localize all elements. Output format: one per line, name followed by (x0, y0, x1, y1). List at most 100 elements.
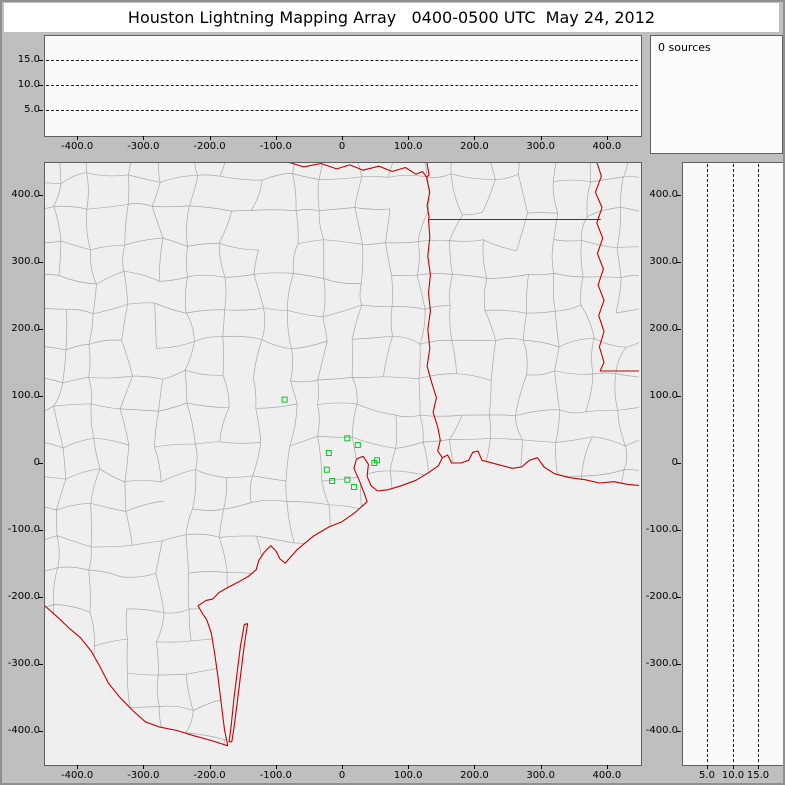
x-axis-tick-label: 300.0 (526, 770, 555, 781)
axis-tick (677, 329, 681, 331)
gulf-coastline (197, 450, 639, 746)
station-marker (344, 435, 351, 442)
x-axis-tick-label: -300.0 (127, 770, 160, 781)
axis-tick (39, 329, 43, 331)
y-axis-tick-label: -100.0 (7, 523, 40, 535)
axis-tick (474, 765, 476, 769)
y-axis-tick-label: 200.0 (11, 323, 40, 335)
x-axis-tick-label: 5.0 (699, 770, 715, 781)
rio-grande-border (45, 605, 228, 747)
station-marker (350, 484, 357, 490)
axis-tick (209, 765, 211, 769)
y-axis-tick-label: 5.0 (24, 104, 40, 115)
axis-tick (677, 195, 681, 197)
axis-tick (677, 463, 681, 464)
axis-tick (733, 765, 734, 769)
y-axis-tick-label: 0 (671, 457, 678, 468)
red-river-border (288, 163, 427, 178)
x-axis-tick-label: 400.0 (592, 770, 622, 781)
x-axis-tick-label: 100.0 (393, 141, 423, 152)
sources-count-panel: 0 sources (650, 35, 783, 154)
y-axis-tick-label: -300.0 (645, 657, 678, 669)
station-marker (354, 442, 361, 448)
y-axis-tick-label: 100.0 (11, 390, 40, 402)
axis-tick (606, 765, 608, 769)
x-axis-tick-label: -400.0 (60, 770, 94, 781)
station-marker (329, 478, 336, 484)
y-axis-tick-label: 300.0 (11, 256, 40, 268)
axis-tick (39, 262, 43, 264)
axis-tick (39, 596, 43, 598)
x-axis-tick-label: 10.0 (721, 770, 745, 781)
station-marker (344, 476, 351, 483)
station-marker (374, 457, 380, 464)
station-marker (325, 450, 332, 456)
y-axis-tick-label: 100.0 (649, 390, 678, 402)
county-boundaries (45, 163, 639, 746)
y-axis-tick-label: 200.0 (649, 323, 678, 335)
axis-tick (39, 396, 43, 398)
axis-tick (39, 195, 43, 197)
axis-tick (342, 765, 343, 769)
axis-tick (758, 765, 759, 769)
x-axis-tick-label: -100.0 (259, 770, 292, 781)
x-axis-tick-label: -200.0 (193, 770, 226, 781)
altitude-gridline (707, 164, 708, 762)
page-title: Houston Lightning Mapping Array 0400-050… (4, 3, 779, 32)
y-axis-tick-label: -400.0 (645, 724, 678, 736)
axis-tick (677, 396, 681, 398)
altitude-gridline (733, 164, 734, 762)
axis-tick (209, 136, 211, 140)
axis-tick (342, 136, 343, 140)
x-axis-tick-label: 200.0 (460, 141, 489, 152)
axis-tick (39, 529, 43, 531)
x-axis-tick-label: 400.0 (592, 141, 622, 152)
y-axis-tick-label: 0 (33, 457, 40, 468)
x-axis-tick-label: 100.0 (393, 770, 423, 781)
station-marker (323, 466, 330, 473)
altitude-ns-panel[interactable] (682, 162, 783, 766)
axis-tick (677, 262, 681, 264)
sources-count-label: 0 sources (658, 41, 711, 54)
axis-tick (77, 136, 79, 140)
y-axis-tick-label: -200.0 (645, 590, 678, 602)
x-axis-tick-label: 300.0 (526, 141, 555, 152)
axis-tick (275, 136, 277, 140)
station-marker (281, 396, 288, 403)
x-axis-tick-label: -400.0 (60, 141, 94, 152)
ok-ar-border (425, 163, 431, 220)
map-panel[interactable] (44, 162, 642, 766)
y-axis-tick-label: -100.0 (645, 523, 678, 535)
lma-station-markers (281, 396, 380, 490)
y-axis-tick-label: -200.0 (7, 590, 40, 602)
axis-tick (77, 765, 79, 769)
axis-tick (275, 765, 277, 769)
x-axis-tick-label: -300.0 (127, 141, 160, 152)
y-axis-tick-label: 15.0 (17, 54, 40, 65)
y-axis-tick-label: 10.0 (17, 79, 40, 90)
axis-tick (39, 663, 43, 665)
plan-view-map-canvas (45, 163, 639, 747)
x-axis-tick-label: 0 (338, 141, 346, 152)
axis-tick (677, 596, 681, 598)
altitude-ew-panel[interactable] (44, 35, 642, 137)
county-boundary-mesh (45, 163, 639, 746)
y-axis-tick-label: -300.0 (7, 657, 40, 669)
tx-la-border (426, 219, 443, 459)
axis-tick (606, 136, 608, 140)
x-axis-tick-label: -200.0 (193, 141, 226, 152)
padre-island (228, 623, 249, 743)
axis-tick (39, 60, 43, 61)
altitude-gridline (758, 164, 759, 762)
y-axis-tick-label: 300.0 (649, 256, 678, 268)
axis-tick (39, 463, 43, 464)
axis-tick (540, 136, 542, 140)
axis-tick (707, 765, 708, 769)
altitude-gridline (46, 60, 638, 61)
altitude-gridline (46, 85, 638, 86)
axis-tick (143, 136, 145, 140)
y-axis-tick-label: -400.0 (7, 724, 40, 736)
axis-tick (408, 765, 410, 769)
axis-tick (677, 730, 681, 732)
